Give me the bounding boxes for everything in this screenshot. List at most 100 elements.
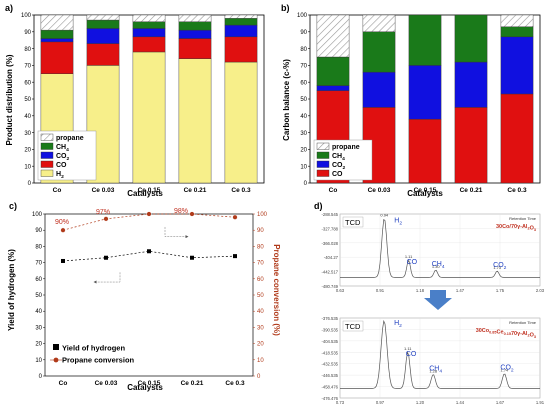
y-tick-label: 90 [24,30,31,36]
point-propane [103,216,109,222]
legend-swatch-co [316,169,330,177]
point-hydrogen [61,258,65,263]
y-tick-label: 60 [24,80,31,86]
bar-segment-ch4 [40,29,74,39]
y-tick-label: 10 [24,164,31,170]
bar-segment-co [178,38,212,59]
point-hydrogen [104,255,108,260]
x-tick-label: Co [53,187,62,194]
point-hydrogen [190,255,194,260]
y-tick-label: 50 [24,97,31,103]
y-tick-label: 90 [35,228,42,234]
tcd-trace [340,319,540,389]
bar-segment-propane [178,14,212,22]
x-tick-label: 1.20 [416,400,425,405]
legend: Yield of hydrogen Propane conversion [50,344,135,365]
legend-swatch-propane [316,142,330,150]
x-tick-label: 1.91 [536,400,545,405]
y-tick-label: 90 [300,30,307,36]
bar-segment-co2 [454,61,488,108]
legend-swatch-co2 [316,160,330,168]
bar-segment-propane [500,14,534,27]
tcd-title-box [342,216,364,228]
x-tick-label: Ce 0.15 [138,380,161,387]
y-tick-label: 70 [24,64,31,70]
y-tick-label: -366.028 [321,241,338,246]
x-tick-label: 1.44 [456,400,465,405]
down-arrow [424,290,452,310]
y-tick-label: -476.476 [321,396,338,401]
y2-tick-label: 60 [257,277,264,283]
plot-frame [44,213,254,377]
panel-b: b) Carbon balance (c-%) Catalysts 0 10 20 3… [281,3,541,198]
panel-c-xlabel: Catalysts [127,383,163,392]
y2-tick-label: 30 [257,325,264,331]
panel-a-label: a) [5,3,13,13]
gas-label: CO [407,259,418,266]
y-tick-label: 60 [35,277,42,283]
panel-b-label: b) [281,3,290,13]
bar-segment-co2 [40,38,74,43]
y-tick-label: 20 [300,148,307,154]
y-tick-label: 60 [300,80,307,86]
bar-segment-propane [132,14,166,22]
tcd-title-box [342,320,364,332]
y-tick-label: -442.517 [321,270,338,275]
x-tick-label: Ce 0.3 [507,187,527,194]
legend-swatch-ch4 [316,151,330,159]
x-tick-label: Ce 0.15 [414,187,437,194]
tcd-title: TCD [345,218,361,227]
bar-segment-h2 [178,58,212,184]
legend-marker-hydrogen [53,344,59,350]
bar-segment-co [500,93,534,184]
peak-time-label: 1.30 [432,264,441,269]
x-tick-label: Ce 0.03 [92,187,115,194]
peak-time-label: 1.11 [405,254,413,259]
legend-label-co2: CO2 [56,153,70,162]
x-tick-label: Ce 0.03 [95,380,118,387]
bar-segment-propane [224,14,258,19]
tcd-trace [340,218,540,278]
x-tick-label: 0.91 [376,288,385,293]
bar-segment-co2 [86,28,120,44]
panel-c-plot-area: 0 0 10 10 20 20 30 30 40 40 50 50 60 60 70 70 80 80 90 90 10… [32,208,268,387]
y-tick-label: 40 [24,114,31,120]
x-tick-label: 2.03 [536,288,545,293]
guide-arrow-right [164,226,189,239]
legend-label-co: CO [56,162,67,169]
bar-segment-co2 [178,29,212,39]
tcd-title: TCD [345,322,361,331]
gas-label: CH4 [429,365,442,374]
gas-label: CO2 [493,262,507,271]
legend-swatch-co2 [40,151,54,159]
bar-segment-h2 [132,51,166,184]
point-hydrogen [147,249,151,254]
x-tick-label: 0.97 [376,400,385,405]
catalyst-label: 30Co/70γ-Al2O3 [496,224,536,232]
y-tick-label: -432.535 [321,362,338,367]
y-tick-label: 10 [300,164,307,170]
x-tick-label: Co [59,380,68,387]
series-line-hydrogen [62,250,236,262]
bar-segment-co2 [316,85,350,91]
y-tick-label: 20 [24,148,31,154]
bar-segment-ch4 [500,26,534,38]
peak-time-label: 0.94 [380,212,389,217]
annotation-97: 97% [96,209,110,216]
x-tick-label: 1.67 [496,400,505,405]
gas-label: H2 [394,320,402,329]
peak-time-label: 1.11 [404,346,412,351]
plot-frame [339,213,541,287]
point-propane [189,211,195,217]
y-tick-label: 80 [300,47,307,53]
bar-segment-ch4 [132,21,166,29]
x-tick-label: Ce 0.21 [184,187,207,194]
y-tick-label: 70 [35,261,42,267]
peak-time-label: 1.73 [493,265,502,270]
bar-segment-co2 [408,65,442,120]
point-propane [232,214,238,220]
y-tick-label: 80 [35,244,42,250]
x-tick-label: Ce 0.21 [460,187,483,194]
x-tick-label: 1.75 [496,288,505,293]
bar-segment-propane [362,14,396,32]
